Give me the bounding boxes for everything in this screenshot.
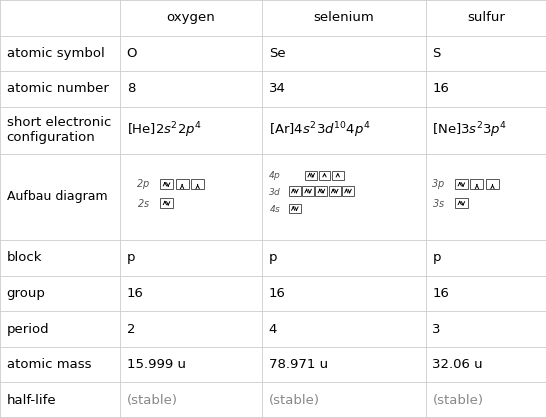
Text: 2$p$: 2$p$ bbox=[136, 177, 150, 191]
Text: group: group bbox=[7, 287, 45, 300]
Text: atomic symbol: atomic symbol bbox=[7, 47, 104, 60]
Bar bbox=[176, 179, 188, 189]
Bar bbox=[455, 179, 468, 189]
Text: [He]2$s^2$2$p^4$: [He]2$s^2$2$p^4$ bbox=[127, 120, 201, 140]
Text: atomic number: atomic number bbox=[7, 82, 109, 95]
Text: atomic mass: atomic mass bbox=[7, 358, 91, 371]
Text: S: S bbox=[432, 47, 441, 60]
Text: 32.06 u: 32.06 u bbox=[432, 358, 483, 371]
Bar bbox=[289, 204, 301, 213]
Bar bbox=[455, 198, 468, 208]
Bar bbox=[471, 179, 483, 189]
Text: [Ne]3$s^2$3$p^4$: [Ne]3$s^2$3$p^4$ bbox=[432, 120, 508, 140]
Bar bbox=[318, 171, 330, 180]
Text: (stable): (stable) bbox=[127, 394, 177, 407]
Text: 2: 2 bbox=[127, 323, 135, 336]
Bar bbox=[329, 186, 341, 196]
Text: 16: 16 bbox=[432, 287, 449, 300]
Bar bbox=[332, 171, 344, 180]
Text: p: p bbox=[269, 251, 277, 265]
Bar bbox=[342, 186, 354, 196]
Text: 16: 16 bbox=[127, 287, 144, 300]
Text: sulfur: sulfur bbox=[467, 11, 505, 24]
Bar bbox=[302, 186, 314, 196]
Bar bbox=[160, 198, 173, 208]
Text: p: p bbox=[432, 251, 441, 265]
Text: selenium: selenium bbox=[313, 11, 375, 24]
Text: Aufbau diagram: Aufbau diagram bbox=[7, 190, 107, 204]
Text: 4$p$: 4$p$ bbox=[268, 168, 281, 182]
Text: 8: 8 bbox=[127, 82, 135, 95]
Text: p: p bbox=[127, 251, 135, 265]
Text: (stable): (stable) bbox=[269, 394, 319, 407]
Bar bbox=[486, 179, 499, 189]
Bar bbox=[305, 171, 317, 180]
Text: short electronic
configuration: short electronic configuration bbox=[7, 116, 111, 144]
Text: oxygen: oxygen bbox=[167, 11, 216, 24]
Bar bbox=[316, 186, 328, 196]
Text: 16: 16 bbox=[269, 287, 286, 300]
Text: 16: 16 bbox=[432, 82, 449, 95]
Text: half-life: half-life bbox=[7, 394, 56, 407]
Bar bbox=[289, 186, 301, 196]
Text: period: period bbox=[7, 323, 49, 336]
Text: 3$s$: 3$s$ bbox=[432, 197, 445, 209]
Bar bbox=[191, 179, 204, 189]
Text: 4: 4 bbox=[269, 323, 277, 336]
Text: 2$s$: 2$s$ bbox=[137, 197, 150, 209]
Text: block: block bbox=[7, 251, 42, 265]
Text: O: O bbox=[127, 47, 137, 60]
Bar bbox=[160, 179, 173, 189]
Text: 34: 34 bbox=[269, 82, 286, 95]
Text: (stable): (stable) bbox=[432, 394, 483, 407]
Text: 3: 3 bbox=[432, 323, 441, 336]
Text: 15.999 u: 15.999 u bbox=[127, 358, 186, 371]
Text: 3$p$: 3$p$ bbox=[431, 177, 445, 191]
Text: [Ar]4$s^2$3$d^{10}$4$p^4$: [Ar]4$s^2$3$d^{10}$4$p^4$ bbox=[269, 120, 370, 140]
Text: Se: Se bbox=[269, 47, 285, 60]
Text: 78.971 u: 78.971 u bbox=[269, 358, 328, 371]
Text: 4$s$: 4$s$ bbox=[269, 203, 281, 214]
Text: 3$d$: 3$d$ bbox=[268, 186, 281, 196]
